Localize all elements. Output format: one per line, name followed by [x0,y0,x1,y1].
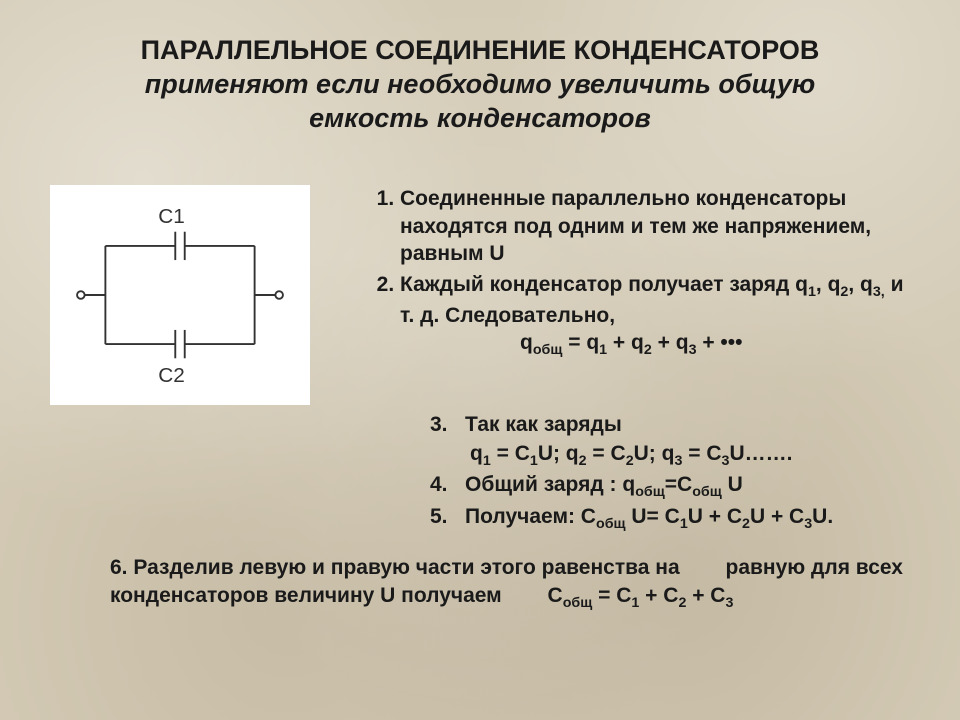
sub-1: 1 [808,284,816,300]
p3b-g: U……. [729,442,792,465]
p4-b: =C [665,473,692,496]
slide: ПАРАЛЛЕЛЬНОЕ СОЕДИНЕНИЕ КОНДЕНСАТОРОВ пр… [0,0,960,720]
sub-1c: 1 [483,453,491,469]
point-3-line2: q1 = C1U; q2 = C2U; q3 = C3U……. [50,440,910,471]
sub-obsh: общ [533,342,563,358]
content-row: C1 C2 Соединенные параллельно конденсато… [50,185,910,405]
slide-title: ПАРАЛЛЕЛЬНОЕ СОЕДИНЕНИЕ КОНДЕНСАТОРОВ пр… [50,34,910,135]
sub-3d: 3, [873,284,885,300]
p2f-e: + ••• [697,331,743,354]
p3b-f: = C [682,442,721,465]
p5-c: U + C [688,505,742,528]
parallel-capacitor-svg: C1 C2 [58,193,302,397]
title-line-3: емкость конденсаторов [50,102,910,136]
p4-a: Общий заряд : q [465,473,635,496]
sub-2b: 2 [644,342,652,358]
ordered-points: Соединенные параллельно конденсаторы нах… [330,185,910,360]
point-1-text: Соединенные параллельно конденсаторы нах… [400,187,871,265]
sub-obsh3: общ [692,484,722,500]
p2-formula: qобщ = q1 + q2 + q3 + ••• [400,329,910,360]
sub-obsh2: общ [635,484,665,500]
p5-d: U + C [750,505,804,528]
p5-a: Получаем: C [465,505,596,528]
p5-b: U= C [626,505,680,528]
p6c-d: + C [686,584,725,607]
title-line-2: применяют если необходимо увеличить общу… [50,68,910,102]
p2f-d: + q [652,331,689,354]
sub-2e: 2 [742,516,750,532]
sub-3b: 3 [689,342,697,358]
p2f-c: + q [607,331,644,354]
p2f-a: q [520,331,533,354]
point-5: 5. Получаем: Cобщ U= C1U + C2U + C3U. [50,503,910,534]
point-6: 6. Разделив левую и правую части этого р… [50,554,910,614]
point-3-line1: 3. Так как заряды [50,411,910,439]
title-line-1: ПАРАЛЛЕЛЬНОЕ СОЕДИНЕНИЕ КОНДЕНСАТОРОВ [50,34,910,68]
sub-3f: 3 [725,595,733,611]
sub-1b: 1 [599,342,607,358]
diagram-label-c2: C2 [158,364,185,387]
p2-seg-a: Каждый конденсатор получает заряд q [400,273,808,296]
p6c-a: C [548,584,563,607]
circuit-diagram: C1 C2 [50,185,310,405]
p2-seg-b: , q [816,273,841,296]
p5-e: U. [812,505,833,528]
point-1: Соединенные параллельно конденсаторы нах… [400,185,910,267]
p3b-d: = C [587,442,626,465]
point-list-1-2: Соединенные параллельно конденсаторы нах… [330,185,910,364]
diagram-label-c1: C1 [158,205,185,228]
p3b-b: = C [491,442,530,465]
point-4: 4. Общий заряд : qобщ=Cобщ U [50,471,910,502]
p6c-b: = C [592,584,631,607]
sub-obsh5: общ [563,595,593,611]
point-list-3-5: 3. Так как заряды q1 = C1U; q2 = C2U; q3… [50,411,910,534]
p4-c: U [722,473,743,496]
sub-obsh4: общ [596,516,626,532]
sub-3e: 3 [804,516,812,532]
sub-1e: 1 [680,516,688,532]
sub-2d: 2 [626,453,634,469]
p3-a: Так как заряды [465,413,622,436]
p2f-b: = q [562,331,599,354]
p3b-e: U; q [634,442,675,465]
sub-1d: 1 [530,453,538,469]
p3b-c: U; q [538,442,579,465]
p6-line1: 6. Разделив левую и правую части этого р… [110,556,680,579]
sub-2c: 2 [579,453,587,469]
p3b-a: q [470,442,483,465]
p2-seg-c: , q [848,273,873,296]
p6-line3: Cобщ = C1 + C2 + C3 [508,584,734,607]
point-2: Каждый конденсатор получает заряд q1, q2… [400,271,910,360]
p6c-c: + C [639,584,678,607]
